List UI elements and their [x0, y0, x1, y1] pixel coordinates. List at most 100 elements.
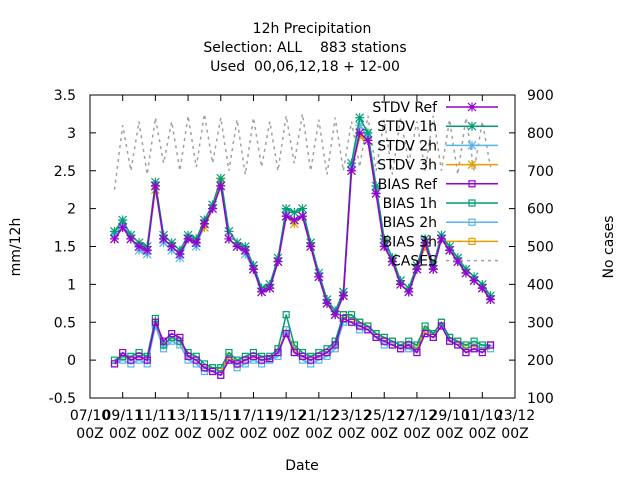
point-marker: [462, 348, 470, 357]
y2-axis-label: No cases: [601, 216, 617, 279]
point-marker: [233, 360, 241, 368]
point-marker: [307, 356, 315, 364]
point-marker: [405, 337, 413, 345]
y2-tick-label: 100: [527, 391, 554, 407]
legend-marker: [468, 180, 476, 188]
point-marker: [118, 223, 128, 233]
point-marker: [119, 348, 127, 357]
x-tick-label: 13/11 00Z: [168, 408, 208, 442]
point-marker: [379, 242, 389, 251]
point-marker: [338, 291, 348, 301]
point-marker: [225, 356, 233, 364]
point-marker: [454, 341, 462, 349]
point-marker: [461, 268, 471, 278]
y2-tick-label: 900: [527, 88, 554, 104]
y2-tick-label: 800: [527, 126, 554, 142]
legend-label: BIAS 1h: [383, 196, 437, 212]
x-tick-label: 17/11 00Z: [233, 408, 273, 442]
x-tick-label: 21/12 00Z: [299, 408, 339, 442]
point-marker: [208, 204, 218, 214]
point-marker: [314, 272, 324, 282]
point-marker: [257, 287, 267, 297]
point-marker: [282, 330, 290, 338]
point-marker: [281, 204, 291, 214]
point-marker: [371, 181, 381, 191]
point-marker: [191, 238, 201, 248]
legend-marker: [467, 121, 477, 131]
point-marker: [347, 166, 357, 176]
legend-marker: [467, 102, 477, 112]
point-marker: [445, 245, 455, 255]
legend-label: CASES: [391, 254, 437, 270]
point-marker: [364, 326, 372, 334]
point-marker: [387, 257, 397, 267]
y-tick-label: 2.5: [54, 164, 76, 180]
legend-marker: [468, 199, 476, 207]
point-marker: [289, 207, 299, 217]
point-marker: [110, 360, 119, 368]
point-marker: [217, 364, 225, 372]
point-marker: [363, 135, 373, 145]
point-marker: [363, 128, 373, 138]
point-marker: [192, 356, 200, 364]
chart-subtitle: Selection: ALL 883 stations: [203, 40, 406, 56]
point-marker: [478, 341, 486, 349]
point-marker: [428, 264, 438, 274]
point-marker: [208, 367, 217, 376]
point-marker: [355, 128, 365, 138]
point-marker: [347, 158, 357, 168]
x-tick-label: 11/11 00Z: [135, 408, 175, 442]
point-marker: [405, 341, 413, 349]
x-tick-label: 25/12 00Z: [364, 408, 404, 442]
y-tick-label: 1.5: [54, 240, 76, 256]
point-marker: [331, 341, 339, 349]
point-marker: [216, 173, 226, 183]
y2-tick-label: 200: [527, 353, 554, 369]
point-marker: [347, 311, 356, 319]
point-marker: [258, 360, 266, 368]
point-marker: [118, 215, 128, 225]
point-marker: [298, 204, 307, 214]
legend-label: STDV 3h: [377, 158, 437, 174]
point-marker: [225, 348, 233, 357]
point-marker: [216, 181, 226, 191]
point-marker: [347, 318, 356, 326]
y-tick-label: 1: [67, 277, 76, 293]
y2-tick-label: 300: [527, 315, 554, 331]
x-tick-label: 19/12 00Z: [266, 408, 306, 442]
point-marker: [478, 348, 486, 357]
point-marker: [379, 234, 389, 244]
point-marker: [248, 264, 258, 274]
x-tick-label: 15/11 00Z: [201, 408, 241, 442]
y-tick-label: -0.5: [49, 391, 76, 407]
legend-label: BIAS Ref: [378, 177, 438, 193]
legend-marker: [467, 160, 477, 170]
point-marker: [315, 352, 323, 360]
point-marker: [371, 188, 381, 198]
point-marker: [462, 341, 470, 349]
point-marker: [470, 345, 478, 353]
y2-tick-label: 500: [527, 240, 554, 256]
point-marker: [134, 242, 144, 251]
legend-label: STDV Ref: [372, 100, 438, 116]
point-marker: [298, 352, 307, 360]
point-marker: [470, 337, 478, 345]
point-marker: [184, 356, 192, 364]
point-marker: [429, 333, 437, 341]
point-marker: [396, 345, 405, 353]
y-axis-label: mm/12h: [8, 218, 24, 277]
point-marker: [175, 249, 185, 259]
point-marker: [485, 295, 495, 305]
point-marker: [217, 371, 225, 379]
y2-tick-label: 400: [527, 277, 554, 293]
point-marker: [330, 310, 340, 320]
legend: STDV Ref STDV 1h STDV 2h STDV 3h BIAS Ref BIA…: [372, 100, 498, 270]
point-marker: [167, 242, 177, 251]
x-tick-label: 09/11 00Z: [103, 408, 143, 442]
point-marker: [477, 283, 487, 293]
legend-marker: [467, 140, 477, 150]
point-marker: [281, 211, 291, 221]
point-marker: [413, 348, 421, 357]
x-axis-label: Date: [285, 458, 318, 474]
